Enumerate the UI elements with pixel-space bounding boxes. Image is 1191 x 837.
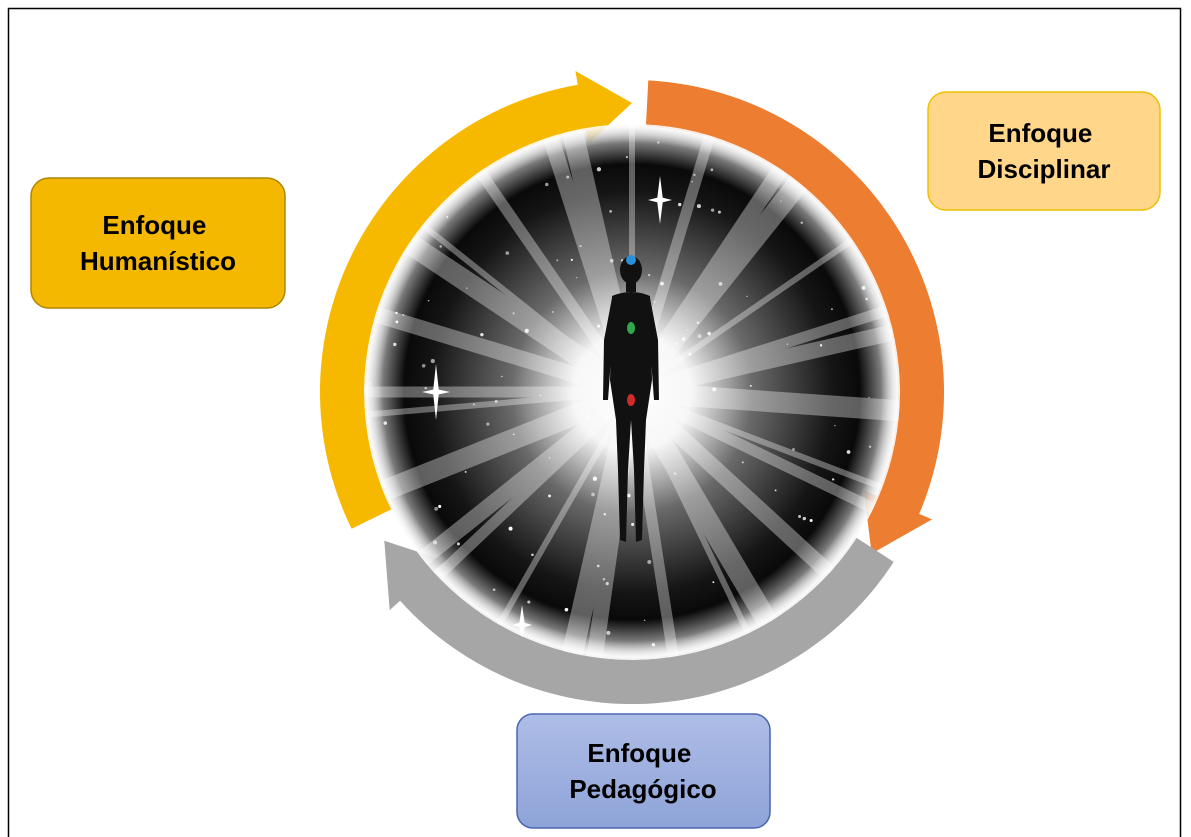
label-line: Humanístico [80,246,236,276]
label-line: Disciplinar [978,154,1111,184]
node-humanistico: Enfoque Humanístico [31,178,285,308]
node-disciplinar: Enfoque Disciplinar [928,92,1160,210]
node-pedagogico: Enfoque Pedagógico [517,714,770,828]
label-line: Pedagógico [569,774,716,804]
diagram: Enfoque Humanístico Enfoque Disciplinar … [0,0,1191,837]
label-line: Enfoque [587,738,691,768]
label-line: Enfoque [102,210,206,240]
label-line: Enfoque [988,118,1092,148]
